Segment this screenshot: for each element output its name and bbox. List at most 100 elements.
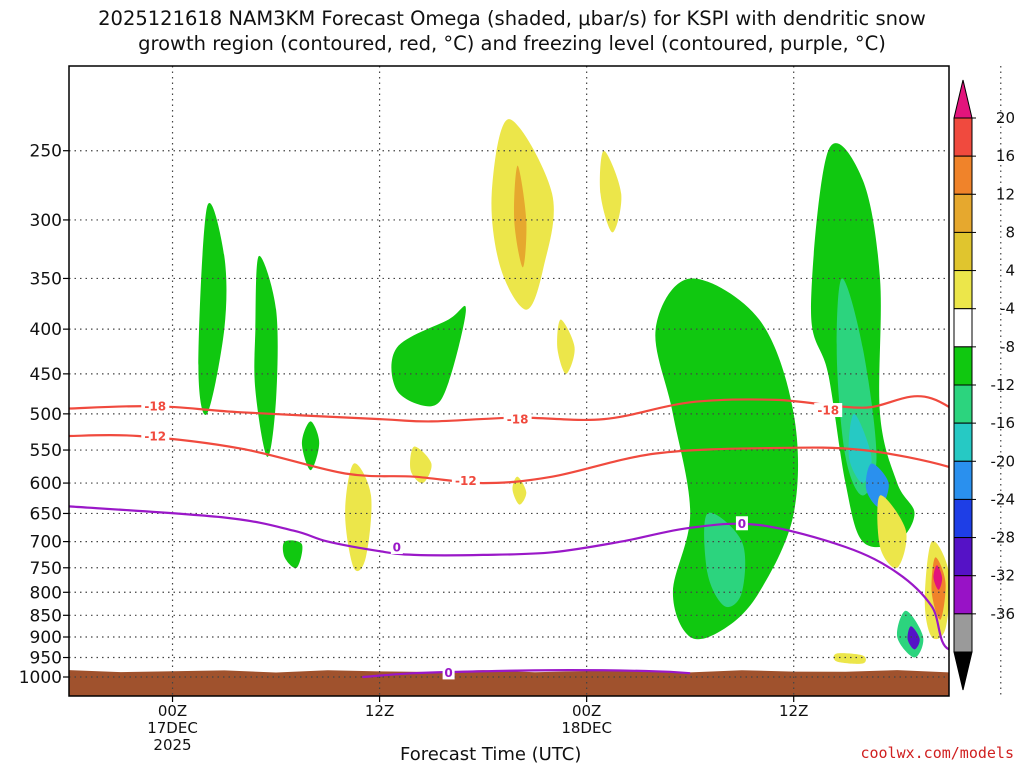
y-tick-label: 1000	[19, 668, 62, 688]
colorbar-label: 12	[996, 185, 1015, 203]
omega-region-9	[704, 512, 746, 608]
omega-region-4	[655, 278, 799, 640]
colorbar-min-arrow	[953, 651, 973, 691]
omega-shading	[198, 119, 1024, 664]
omega-region-24	[933, 565, 943, 590]
colorbar-bin	[953, 537, 973, 577]
colorbar-bin	[953, 422, 973, 462]
omega-region-10	[848, 413, 872, 484]
omega-region-5	[811, 143, 915, 548]
y-tick-label: 250	[30, 142, 62, 162]
contour-label: 0	[738, 517, 746, 531]
y-tick-label: 950	[30, 649, 62, 669]
colorbar-max-arrow	[953, 79, 973, 119]
omega-region-21	[877, 495, 907, 569]
omega-region-3	[391, 305, 466, 407]
contour-line-0	[69, 395, 949, 423]
y-tick-label: 750	[30, 559, 62, 579]
omega-region-25	[833, 653, 866, 664]
contour-line-3	[362, 668, 691, 679]
omega-region-18	[345, 463, 372, 572]
colorbar-label: 20	[996, 109, 1015, 127]
colorbar-label: -36	[991, 605, 1016, 623]
x-tick-label: 00Z	[572, 702, 601, 720]
omega-region-15	[513, 165, 527, 268]
colorbar-label: 8	[1005, 223, 1015, 241]
colorbar-bin	[953, 346, 973, 386]
contour-label-bg	[390, 539, 403, 554]
omega-region-13	[907, 626, 920, 650]
colorbar-label: -12	[991, 376, 1016, 394]
omega-region-17	[557, 319, 575, 374]
colorbar-bin	[953, 231, 973, 272]
plot-frame	[68, 65, 950, 697]
colorbar-label: -8	[1000, 338, 1015, 356]
contour-line-2	[69, 505, 949, 651]
x-tick-label: 12Z	[779, 702, 808, 720]
y-tick-label: 550	[30, 441, 62, 461]
title-line-2: growth region (contoured, red, °C) and f…	[138, 32, 886, 55]
contour-label-bg	[451, 473, 480, 488]
contour-label-bg	[503, 412, 532, 427]
contour-label-bg	[735, 516, 748, 531]
chart-title: 2025121618 NAM3KM Forecast Omega (shaded…	[0, 6, 1024, 56]
pressure-axis: 2503003504004505005506006507007508008509…	[19, 142, 69, 688]
contour-line-1	[69, 433, 949, 485]
y-tick-label: 300	[30, 211, 62, 231]
omega-region-0	[198, 202, 227, 415]
y-tick-label: 350	[30, 269, 62, 289]
y-tick-label: 800	[30, 583, 62, 603]
omega-region-19	[410, 446, 432, 484]
contour-label-bg	[442, 665, 455, 680]
colorbar-label: -28	[991, 529, 1016, 547]
colorbar-bin	[953, 155, 973, 195]
x-tick-label: 2025	[153, 736, 191, 754]
contour-label: -18	[144, 400, 166, 414]
contour-label-bg	[814, 403, 843, 418]
x-tick-label: 18DEC	[561, 719, 612, 737]
colorbar-bin	[953, 308, 973, 348]
colorbar-bin	[953, 460, 973, 500]
contour-label: -12	[144, 429, 166, 443]
y-tick-label: 400	[30, 320, 62, 340]
ground-surface	[69, 670, 949, 696]
colorbar-bin	[953, 613, 973, 653]
contour-label: -12	[455, 474, 477, 488]
x-tick-label: 17DEC	[147, 719, 198, 737]
y-tick-label: 600	[30, 474, 62, 494]
omega-region-16	[599, 150, 622, 233]
x-tick-label: 12Z	[365, 702, 394, 720]
colorbar-label: -24	[991, 490, 1016, 508]
colorbar-label: -16	[991, 414, 1016, 432]
title-line-1: 2025121618 NAM3KM Forecast Omega (shaded…	[98, 7, 926, 30]
ground-mask	[69, 670, 949, 696]
colorbar-label: -32	[991, 567, 1016, 585]
omega-region-7	[282, 540, 303, 569]
colorbar-label: 4	[1005, 262, 1015, 280]
x-axis-label: Forecast Time (UTC)	[400, 744, 582, 765]
omega-region-1	[254, 255, 278, 457]
contour-label: -18	[507, 413, 529, 427]
omega-region-6	[1009, 529, 1024, 658]
colorbar-bin	[953, 575, 973, 615]
y-tick-label: 450	[30, 365, 62, 385]
contour-label: -18	[817, 404, 839, 418]
omega-region-2	[301, 421, 320, 471]
y-tick-label: 650	[30, 504, 62, 524]
credit-link[interactable]: coolwx.com/models	[860, 744, 1014, 762]
y-tick-label: 500	[30, 405, 62, 425]
contour-lines: -18-18-18-12-120000	[69, 395, 949, 680]
y-tick-label: 900	[30, 628, 62, 648]
colorbar-label: 16	[996, 147, 1015, 165]
colorbar-label: -4	[1000, 300, 1015, 318]
colorbar-bin	[953, 117, 973, 157]
y-tick-label: 700	[30, 533, 62, 553]
contour-label: 0	[393, 540, 401, 554]
colorbar-bin	[953, 498, 973, 539]
omega-colorbar: 20 16 12 8 4 -4 -8 -12 -16 -20 -24 -28 -32 -36	[953, 79, 1016, 691]
colorbar-bin	[953, 193, 973, 233]
contour-label-bg	[141, 399, 170, 414]
colorbar-bin	[953, 384, 973, 424]
